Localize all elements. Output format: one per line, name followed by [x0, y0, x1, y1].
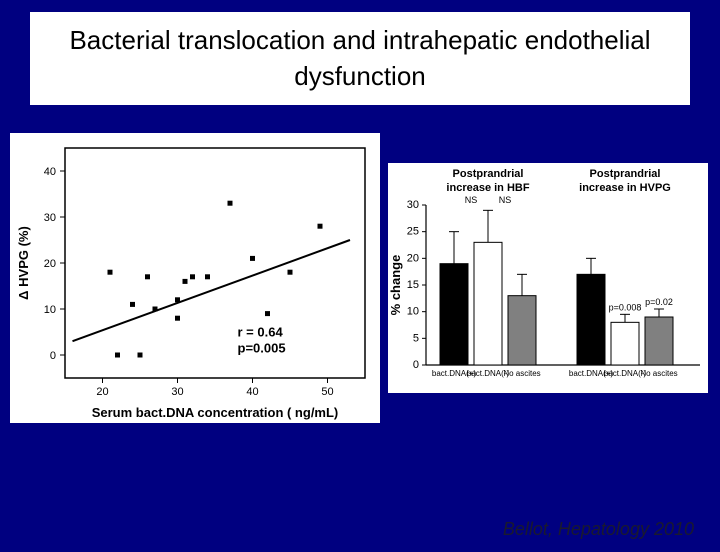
svg-text:No ascites: No ascites: [640, 369, 677, 378]
svg-text:Serum bact.DNA concentration (: Serum bact.DNA concentration ( ng/mL): [92, 405, 339, 420]
svg-text:10: 10: [44, 304, 56, 316]
svg-text:15: 15: [407, 279, 419, 291]
svg-text:20: 20: [96, 386, 108, 398]
svg-text:Postprandrial: Postprandrial: [453, 168, 524, 180]
title-container: Bacterial translocation and intrahepatic…: [30, 12, 690, 105]
svg-text:p=0.02: p=0.02: [645, 297, 673, 307]
svg-text:30: 30: [44, 212, 56, 224]
svg-text:20: 20: [407, 252, 419, 264]
svg-text:40: 40: [44, 166, 56, 178]
svg-text:0: 0: [413, 359, 419, 371]
svg-text:increase in HBF: increase in HBF: [446, 182, 529, 194]
svg-text:% change: % change: [388, 254, 403, 315]
svg-text:Δ HVPG (%): Δ HVPG (%): [16, 226, 31, 300]
svg-text:30: 30: [407, 199, 419, 211]
bar-panel: 0 5 10 15 20 25 30 % change Postprandrial increas…: [388, 163, 708, 393]
svg-text:Postprandrial: Postprandrial: [590, 168, 661, 180]
scatter-chart: 0 10 20 30 40 20 30 40 50 Serum bact.DNA concentr…: [10, 133, 380, 423]
svg-text:5: 5: [413, 332, 419, 344]
svg-text:30: 30: [171, 386, 183, 398]
citation: Bellot, Hepatology 2010: [503, 519, 694, 540]
svg-text:p=0.005: p=0.005: [238, 340, 286, 355]
svg-text:r = 0.64: r = 0.64: [238, 324, 284, 339]
svg-text:25: 25: [407, 225, 419, 237]
svg-text:0: 0: [50, 350, 56, 362]
svg-text:NS: NS: [465, 195, 478, 205]
charts-row: 01020304020304050Serum bact.DNA concentr…: [0, 133, 720, 423]
svg-text:NS: NS: [499, 195, 512, 205]
svg-text:p=0.008: p=0.008: [609, 302, 642, 312]
svg-text:40: 40: [246, 386, 258, 398]
svg-text:50: 50: [321, 386, 333, 398]
svg-text:increase in HVPG: increase in HVPG: [579, 182, 671, 194]
svg-text:No ascites: No ascites: [503, 369, 540, 378]
svg-text:20: 20: [44, 258, 56, 270]
bar-chart: 0 5 10 15 20 25 30 % change Postprandrial increas…: [388, 163, 708, 393]
page-title: Bacterial translocation and intrahepatic…: [50, 22, 670, 95]
scatter-panel: 0 10 20 30 40 20 30 40 50 Serum bact.DNA concentr…: [10, 133, 380, 423]
svg-text:10: 10: [407, 305, 419, 317]
